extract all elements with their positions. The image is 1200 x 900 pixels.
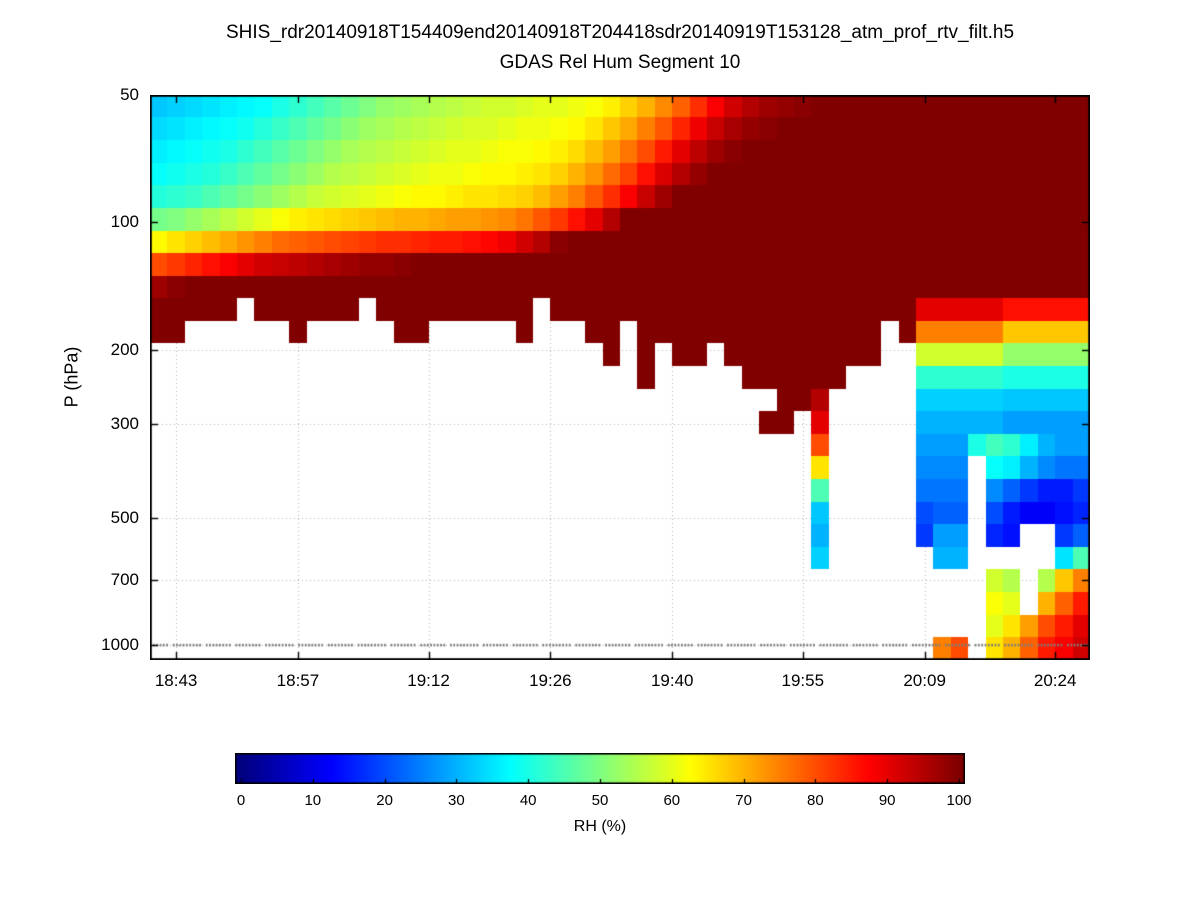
colorbar-tick-label: 100: [946, 792, 972, 809]
x-tick-label: 18:57: [276, 671, 320, 690]
colorbar-canvas: [235, 753, 965, 784]
y-tick-label: 500: [110, 507, 139, 527]
plot-subtitle: GDAS Rel Hum Segment 10: [499, 52, 741, 73]
plot-title: SHIS_rdr20140918T154409end20140918T20441…: [225, 22, 1015, 43]
colorbar-tick-label: 0: [236, 792, 246, 809]
colorbar-tick-label: 80: [807, 792, 824, 809]
colorbar-label: RH (%): [573, 818, 627, 835]
y-tick-label: 100: [110, 212, 139, 232]
y-tick-label: 50: [120, 85, 139, 104]
y-tick-label: 300: [110, 413, 139, 433]
colorbar-tick-label: 60: [663, 792, 681, 809]
y-tick-label: 700: [110, 569, 139, 589]
colorbar-tick-label: 50: [591, 792, 609, 809]
x-tick-label: 19:26: [529, 671, 572, 690]
x-tick-label: 20:09: [903, 671, 946, 690]
heatmap-canvas: [150, 95, 1090, 660]
colorbar-tick-label: 40: [519, 792, 537, 809]
colorbar-tick-label: 10: [304, 792, 322, 809]
y-tick-label: 1000: [101, 635, 139, 655]
x-tick-label: 19:12: [407, 671, 450, 690]
colorbar-tick-label: 20: [376, 792, 393, 809]
x-tick-label: 19:55: [781, 671, 825, 690]
colorbar-tick-label: 90: [878, 792, 896, 809]
y-axis-label: P (hPa): [61, 346, 82, 408]
colorbar-tick-label: 30: [448, 792, 465, 809]
x-tick-label: 19:40: [650, 671, 694, 690]
x-tick-label: 18:43: [154, 671, 198, 690]
colorbar-tick-label: 70: [735, 792, 752, 809]
x-tick-label: 20:24: [1033, 671, 1077, 690]
y-tick-label: 200: [110, 339, 139, 359]
